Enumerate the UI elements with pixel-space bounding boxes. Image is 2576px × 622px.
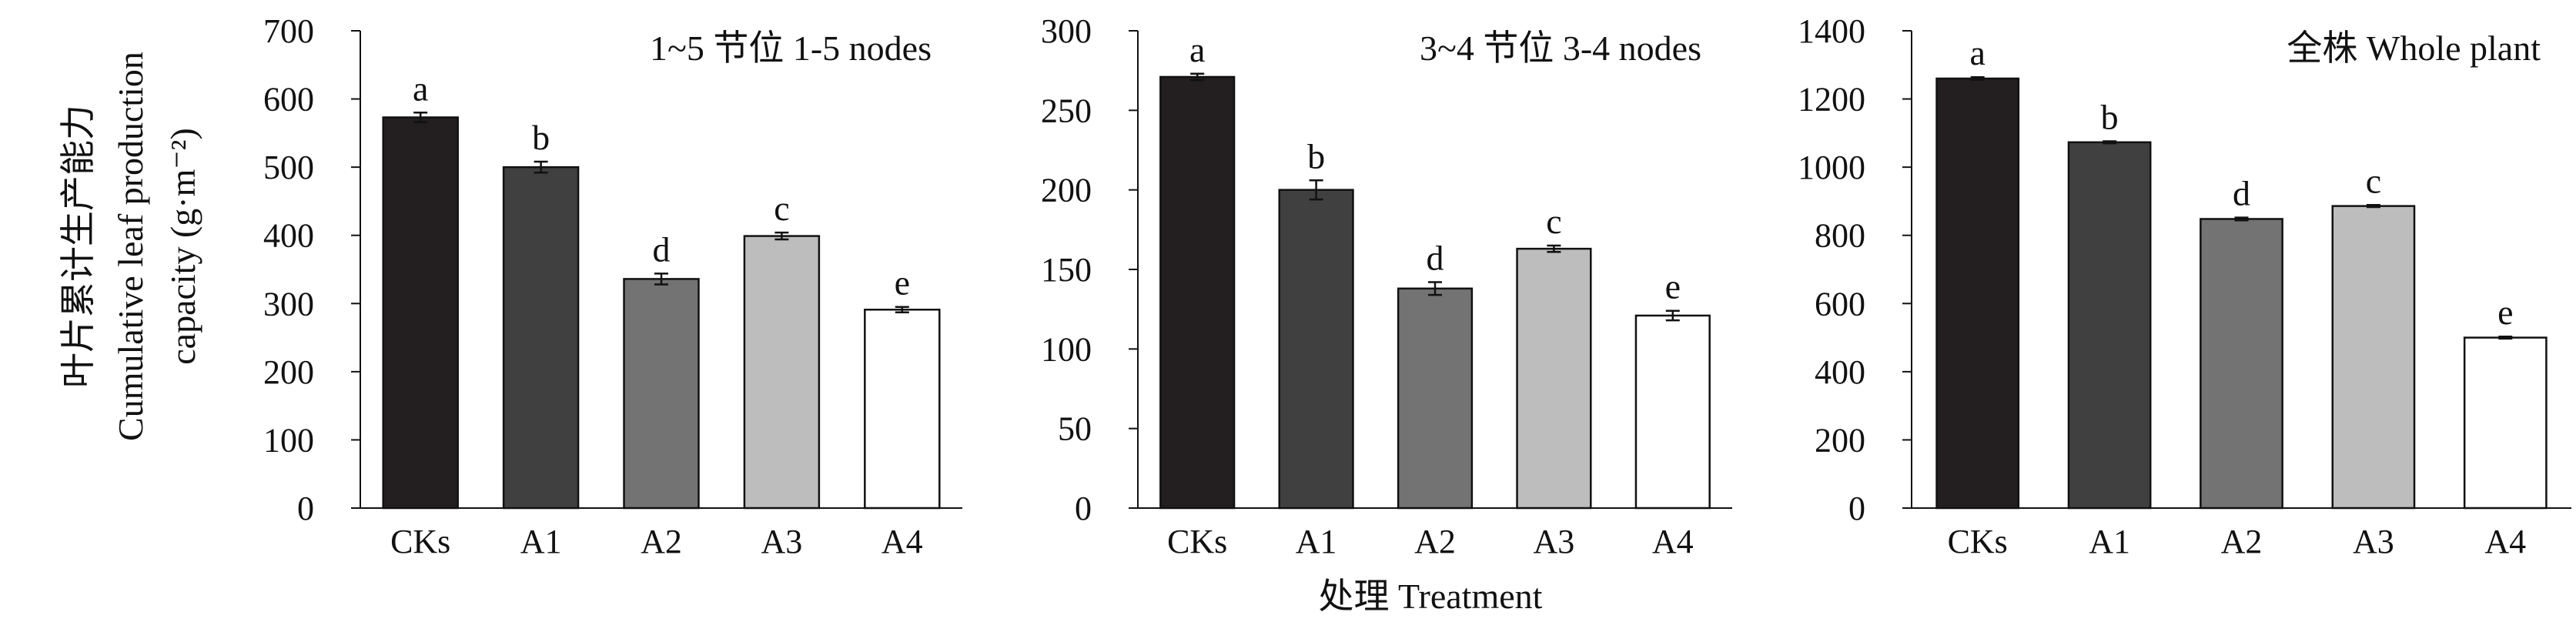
y-tick-label: 250 bbox=[1041, 92, 1092, 129]
y-tick-label: 300 bbox=[263, 285, 314, 323]
bar-A1 bbox=[1278, 189, 1354, 510]
x-axis-title: 处理 Treatment bbox=[1319, 577, 1543, 616]
bar-A2 bbox=[2200, 218, 2283, 510]
bar-CKs bbox=[1935, 77, 2020, 510]
bar-A4 bbox=[864, 309, 941, 510]
significance-letter: c bbox=[774, 189, 789, 228]
y-tick-label: 600 bbox=[1815, 285, 1865, 323]
x-tick-label: CKs bbox=[390, 523, 450, 560]
x-tick-label: A4 bbox=[1652, 523, 1694, 560]
y-tick-label: 1400 bbox=[1798, 12, 1865, 50]
bar-A3 bbox=[2331, 205, 2416, 510]
y-tick-label: 500 bbox=[263, 149, 314, 186]
chart-panel-1: 0 100 200 300 400 500 600 700 1~5 节位 1-5 nodes a C… bbox=[263, 12, 962, 560]
y-tick-label: 0 bbox=[297, 490, 314, 527]
y-tick-label: 600 bbox=[263, 81, 314, 119]
y-tick-label: 150 bbox=[1041, 251, 1092, 289]
y-tick-label: 700 bbox=[263, 12, 314, 50]
significance-letter: a bbox=[1969, 33, 1985, 72]
significance-letter: b bbox=[532, 118, 550, 157]
significance-letter: a bbox=[413, 69, 428, 108]
significance-letter: e bbox=[895, 263, 910, 303]
panel-title: 3~4 节位 3-4 nodes bbox=[1420, 28, 1701, 68]
x-tick-label: A2 bbox=[2221, 523, 2263, 560]
y-tick-label: 400 bbox=[263, 217, 314, 255]
significance-letter: a bbox=[1189, 30, 1205, 69]
panel-title: 1~5 节位 1-5 nodes bbox=[650, 28, 932, 68]
y-tick-label: 800 bbox=[1815, 217, 1865, 255]
y-axis-title-line-2: Cumulative leaf production bbox=[111, 52, 150, 441]
y-axis-title-line-1: 叶片累计生产能力 bbox=[59, 105, 98, 388]
bar-CKs bbox=[382, 116, 459, 510]
x-tick-label: A4 bbox=[2484, 523, 2526, 560]
x-tick-label: A1 bbox=[2089, 523, 2130, 560]
chart-panel-3: 0 200 400 600 800 1000 1200 1400 全株 Whole plant a… bbox=[1798, 12, 2571, 560]
chart-panel-2: 0 50 100 150 200 250 300 3~4 节位 3-4 nodes a CKs b A… bbox=[1041, 12, 1732, 560]
bar-A4 bbox=[2463, 336, 2548, 510]
x-tick-label: A3 bbox=[1534, 523, 1575, 560]
bar-CKs bbox=[1159, 75, 1236, 510]
significance-letter: c bbox=[2366, 161, 2381, 200]
bar-A2 bbox=[623, 278, 700, 510]
significance-letter: d bbox=[1427, 239, 1444, 278]
y-tick-label: 300 bbox=[1041, 12, 1092, 50]
x-tick-label: A2 bbox=[641, 523, 682, 560]
bar-A4 bbox=[1634, 314, 1711, 510]
y-tick-label: 1000 bbox=[1798, 149, 1865, 186]
bar-A3 bbox=[743, 235, 821, 510]
significance-letter: e bbox=[2497, 293, 2513, 332]
y-axis-title: 叶片累计生产能力 Cumulative leaf production capa… bbox=[59, 52, 202, 441]
significance-letter: b bbox=[1307, 136, 1325, 176]
x-tick-label: A4 bbox=[882, 523, 923, 560]
y-tick-label: 100 bbox=[263, 421, 314, 459]
bar-A1 bbox=[2067, 141, 2152, 510]
x-tick-label: A1 bbox=[520, 523, 562, 560]
y-tick-label: 0 bbox=[1848, 490, 1865, 527]
y-tick-label: 200 bbox=[1041, 172, 1092, 209]
significance-letter: c bbox=[1546, 202, 1561, 241]
y-tick-label: 0 bbox=[1075, 490, 1092, 527]
significance-letter: b bbox=[2101, 97, 2119, 136]
x-tick-label: CKs bbox=[1948, 523, 2008, 560]
y-tick-label: 200 bbox=[1815, 421, 1865, 459]
significance-letter: e bbox=[1665, 267, 1681, 306]
significance-letter: d bbox=[653, 229, 671, 269]
y-axis-title-line-3: capacity (g·m⁻²) bbox=[163, 128, 202, 365]
x-tick-label: A3 bbox=[2353, 523, 2394, 560]
y-tick-label: 200 bbox=[263, 353, 314, 391]
y-tick-label: 400 bbox=[1815, 353, 1865, 391]
x-tick-label: A1 bbox=[1296, 523, 1337, 560]
x-tick-label: A3 bbox=[761, 523, 803, 560]
y-tick-label: 50 bbox=[1058, 410, 1092, 448]
bar-A1 bbox=[502, 166, 580, 510]
y-tick-label: 1200 bbox=[1798, 81, 1865, 119]
x-tick-label: CKs bbox=[1167, 523, 1227, 560]
bar-A2 bbox=[1397, 287, 1474, 510]
panel-title: 全株 Whole plant bbox=[2287, 28, 2541, 68]
significance-letter: d bbox=[2233, 174, 2250, 213]
x-tick-label: A2 bbox=[1414, 523, 1456, 560]
bar-A3 bbox=[1516, 247, 1592, 510]
y-tick-label: 100 bbox=[1041, 330, 1092, 368]
